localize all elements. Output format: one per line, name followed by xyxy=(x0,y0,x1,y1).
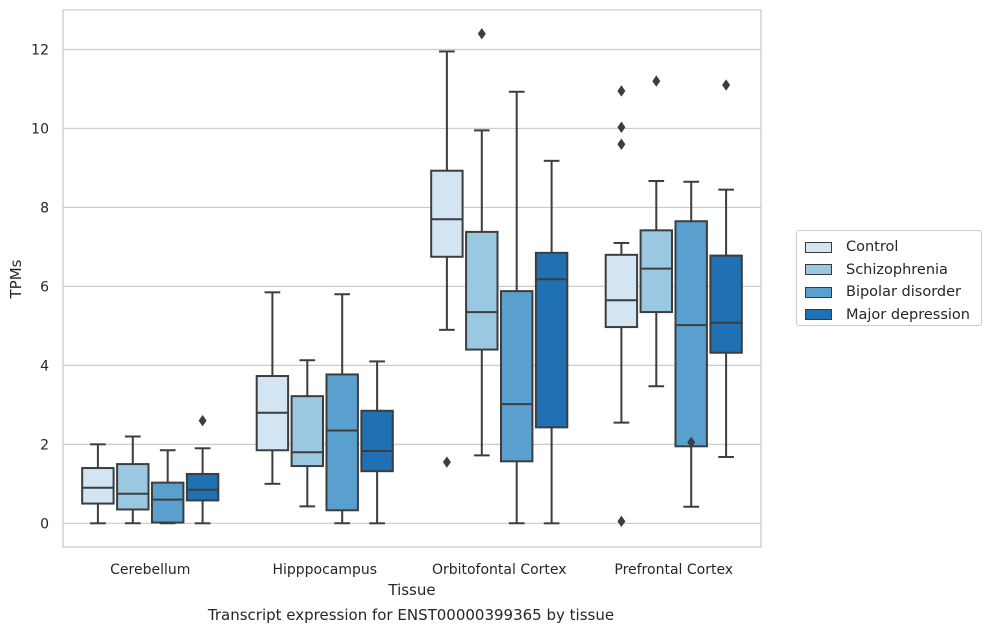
box-group xyxy=(150,449,185,525)
legend-swatch xyxy=(805,309,832,321)
box xyxy=(116,463,150,511)
outlier-point xyxy=(617,121,626,133)
x-tick-labels: Cerebellum Hipppocampus Orbitofontal Corte… xyxy=(110,562,733,578)
legend-label: Schizophrenia xyxy=(846,261,948,278)
box xyxy=(709,254,743,354)
y-tick-label: 10 xyxy=(31,121,49,137)
legend-swatch xyxy=(805,241,832,253)
box-group xyxy=(430,50,464,468)
outlier-point xyxy=(617,85,626,97)
box xyxy=(150,481,185,524)
box-group xyxy=(709,79,743,458)
box-group xyxy=(604,85,639,528)
y-tick-label: 12 xyxy=(31,42,49,58)
box-group xyxy=(360,360,394,525)
x-tick-label: Cerebellum xyxy=(110,562,190,578)
outlier-point xyxy=(617,515,626,528)
plot-frame xyxy=(62,9,762,548)
x-tick-label: Orbitofontal Cortex xyxy=(432,562,567,578)
box xyxy=(604,253,639,329)
grid-lines xyxy=(63,48,761,524)
x-axis-label: Tissue xyxy=(387,581,435,599)
y-tick-label: 2 xyxy=(40,437,49,453)
outlier-point xyxy=(617,138,626,150)
box-group xyxy=(499,90,534,525)
y-tick-label: 0 xyxy=(40,516,49,532)
legend: Control Schizophrenia Bipolar disorder M… xyxy=(796,230,982,326)
box xyxy=(81,467,115,505)
box xyxy=(674,220,708,448)
legend-label: Major depression xyxy=(846,306,970,323)
y-tick-labels: 0 2 4 6 8 10 12 xyxy=(31,42,49,532)
box-group xyxy=(290,359,325,508)
legend-item-control: Control xyxy=(805,236,973,259)
box xyxy=(290,395,325,468)
box xyxy=(325,373,359,512)
box xyxy=(499,290,534,463)
x-tick-label: Hipppocampus xyxy=(272,562,377,578)
box-group xyxy=(639,75,674,388)
legend-item-schizophrenia: Schizophrenia xyxy=(805,259,973,282)
box-group xyxy=(534,159,569,525)
legend-label: Control xyxy=(846,239,899,256)
box xyxy=(534,251,569,429)
box-group xyxy=(255,291,290,485)
box-group xyxy=(116,435,150,525)
legend-swatch xyxy=(805,264,832,276)
box-group xyxy=(325,293,359,525)
box xyxy=(430,169,464,258)
legend-item-major-depression: Major depression xyxy=(805,304,973,327)
legend-item-bipolar-disorder: Bipolar disorder xyxy=(805,281,973,304)
box-group xyxy=(465,27,499,457)
legend-swatch xyxy=(805,286,832,298)
outlier-point xyxy=(198,414,207,427)
legend-label: Bipolar disorder xyxy=(846,284,961,301)
outlier-point xyxy=(477,27,486,40)
box xyxy=(465,230,499,351)
chart-title: Transcript expression for ENST0000039936… xyxy=(207,606,615,624)
outlier-point xyxy=(722,79,731,91)
outlier-point xyxy=(687,436,696,449)
y-tick-label: 6 xyxy=(40,279,49,295)
box-group xyxy=(81,443,115,525)
y-tick-label: 4 xyxy=(40,358,49,374)
x-tick-label: Prefrontal Cortex xyxy=(614,562,733,578)
box xyxy=(360,409,394,473)
box xyxy=(185,472,220,502)
y-axis-label: TPMs xyxy=(7,259,25,299)
y-tick-label: 8 xyxy=(40,200,49,216)
boxes xyxy=(81,27,743,528)
box xyxy=(639,229,674,314)
outlier-point xyxy=(652,75,661,87)
box-group xyxy=(185,414,220,525)
outlier-point xyxy=(442,456,451,468)
box-group xyxy=(674,180,708,508)
